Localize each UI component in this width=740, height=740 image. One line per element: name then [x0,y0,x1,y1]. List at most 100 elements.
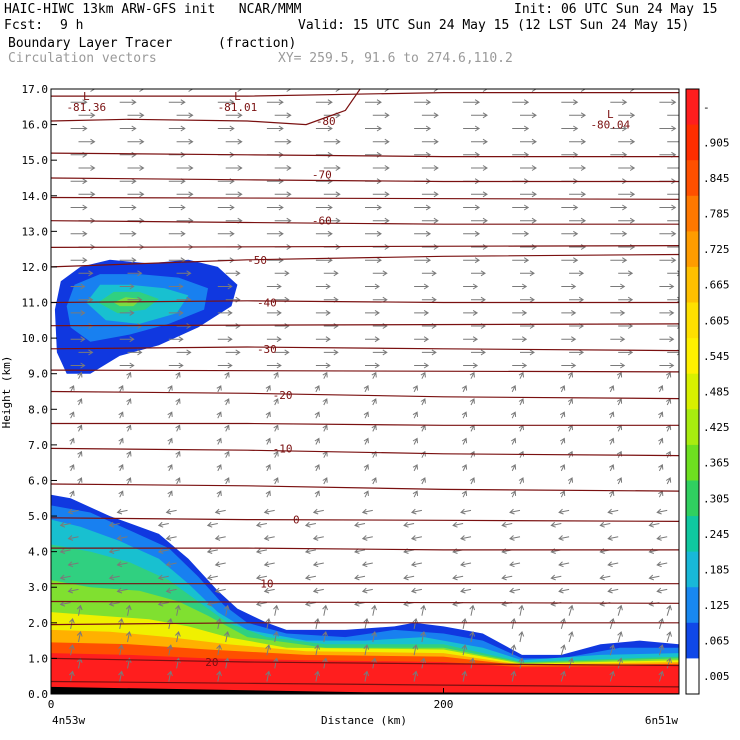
vector-arrow [127,217,145,224]
vector-arrow [69,411,75,419]
vector-arrow [167,385,173,393]
vector-arrow [176,165,194,171]
vector-arrow [265,385,271,393]
vector-arrow [372,89,390,92]
y-tick-label: 5.0 [28,510,48,523]
vector-arrow [157,521,169,528]
vector-arrow [410,508,422,515]
vector-arrow [461,670,468,682]
temperature-contours [51,89,679,688]
vector-arrow [206,548,218,554]
vector-arrow [77,424,83,432]
y-tick-label: 10.0 [22,332,49,345]
vector-arrow [265,490,271,498]
vector-arrow [70,230,88,237]
vector-arrow [512,362,528,369]
vector-arrow [520,89,537,92]
vector-arrow [315,336,331,343]
vector-arrow [365,362,380,369]
vector-arrow [461,437,468,445]
y-tick-label: 17.0 [22,83,49,96]
vector-arrow [127,191,145,198]
isotherm-5 [51,300,679,304]
vector-arrow [371,631,377,643]
vector-arrow [77,398,83,406]
vector-arrow [108,548,120,554]
vector-arrow [412,411,418,419]
xy-range: XY= 259.5, 91.6 to 274.6,110.2 [278,51,513,66]
vector-arrow [323,138,341,145]
vector-arrow [560,670,566,682]
vector-arrow [126,424,132,432]
vector-arrow [322,371,328,379]
vector-arrow [665,424,672,432]
vector-arrow [224,450,230,458]
vector-arrow [77,371,83,379]
vector-arrow [471,270,486,277]
vector-arrow [410,561,422,568]
vector-arrow [568,657,574,669]
vector-arrow [609,385,615,393]
vector-arrow [165,561,177,568]
vector-arrow [59,574,71,581]
vector-arrow [216,644,222,656]
isotherm-6 [51,346,679,352]
vector-arrow [70,99,88,106]
vector-arrow [70,336,86,343]
vector-arrow [168,336,184,343]
vector-arrow [70,283,86,290]
vector-arrow [217,230,235,237]
vector-arrow [314,411,320,419]
vector-arrow [518,398,524,406]
vector-arrow [421,165,439,171]
colorbar-swatch [686,124,699,161]
contour-label: -50 [247,254,267,267]
vector-arrow [175,450,181,458]
vector-arrow [314,644,321,656]
vector-arrow [225,89,243,92]
colorbar-label: .845 [703,172,730,185]
vector-arrow [414,257,432,264]
vector-arrow [119,125,137,132]
vector-arrow [599,600,611,607]
vector-arrow [412,617,419,629]
vector-arrow [119,336,135,343]
vector-arrow [518,424,524,432]
isotherm-12 [51,547,679,551]
isotherm-4 [51,253,679,268]
vector-arrow [667,139,679,144]
colorbar-label: .785 [703,208,730,221]
vector-arrow [214,535,226,541]
vector-arrow [78,191,96,198]
colorbar-label: .605 [703,314,730,327]
vector-arrow [667,192,679,197]
vector-arrow [520,138,537,145]
vector-arrow [314,670,321,682]
low-marker: L [83,90,90,103]
vector-arrow [116,508,128,515]
vector-arrow [168,230,186,237]
vector-arrow [659,99,677,106]
vector-arrow [609,490,615,498]
vector-arrow [558,561,570,568]
vector-arrow [469,450,475,458]
isotherm-0 [51,89,361,126]
vector-arrow [69,670,75,682]
isotherm-18 [51,196,679,200]
vector-arrow [167,644,173,656]
vector-arrow [216,411,222,419]
vector-arrow [322,657,328,669]
vector-arrow [567,477,573,485]
vector-arrow [463,257,481,264]
vector-arrow [559,437,566,445]
vector-arrow [304,521,316,528]
vector-arrow [315,178,333,185]
vector-arrow [667,165,679,171]
vector-arrow [265,411,271,419]
vector-arrow [265,437,271,445]
vector-arrow [471,112,488,119]
isotherm-11 [51,517,679,522]
x-start-location: 4n53w [52,714,85,727]
vector-arrow [118,644,124,656]
vector-arrow [569,270,585,277]
